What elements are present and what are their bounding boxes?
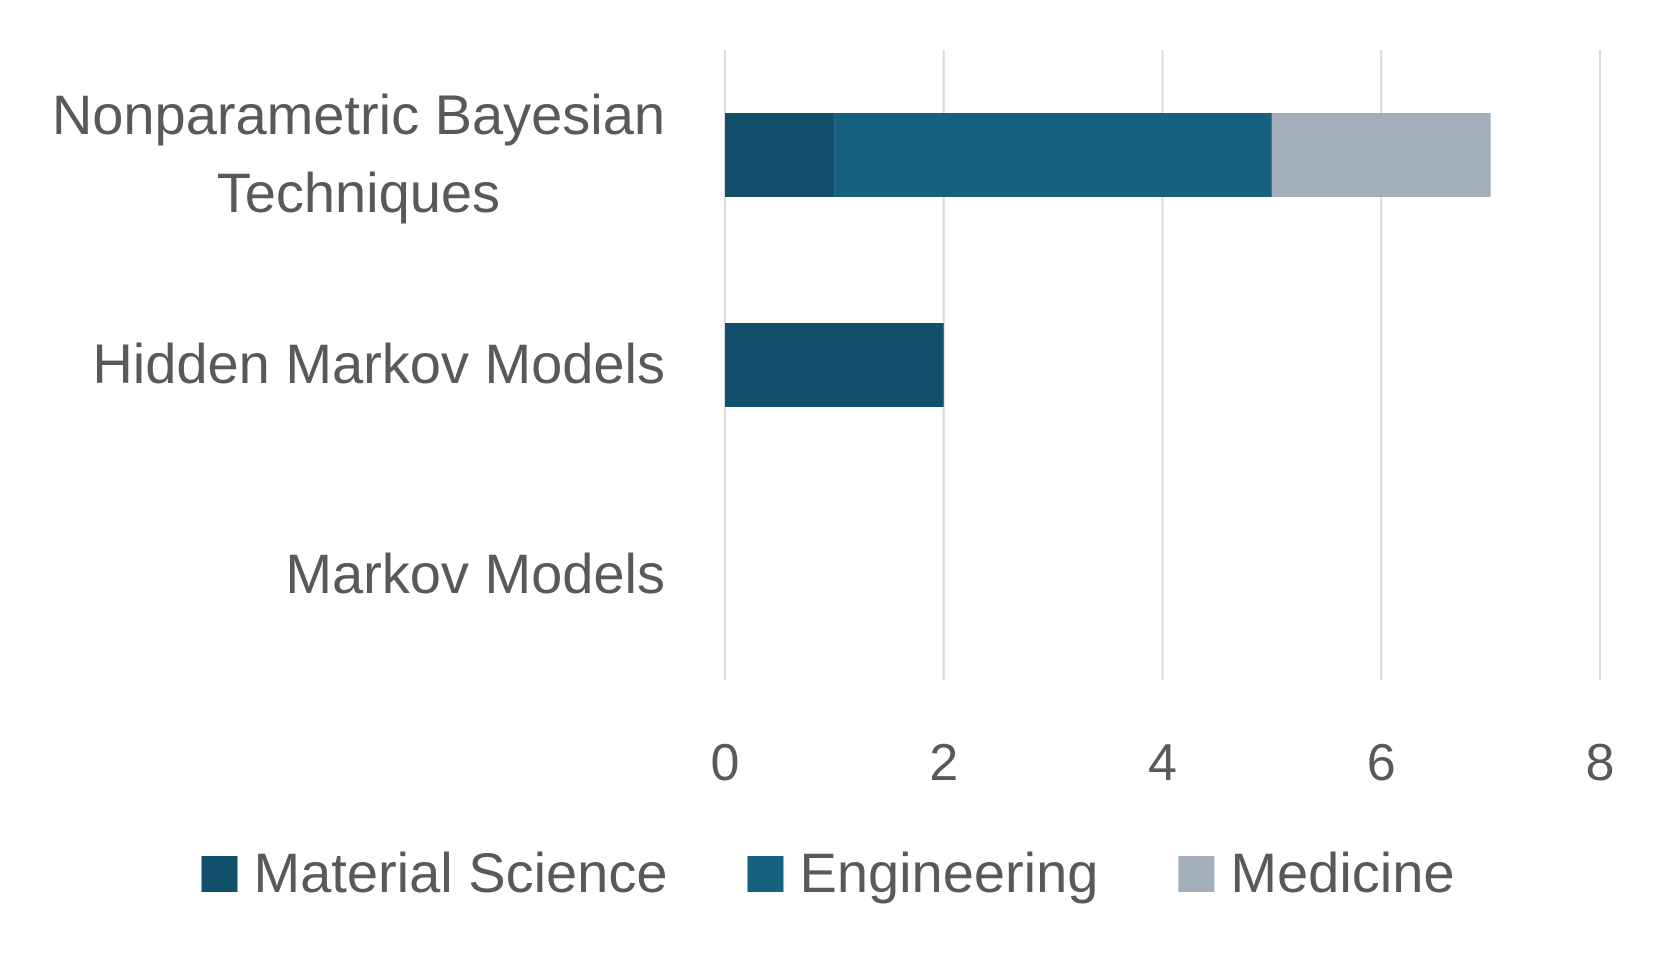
x-tick-label: 2 xyxy=(929,734,958,792)
bars xyxy=(725,113,1491,407)
bar-segment xyxy=(725,323,944,407)
legend-item: Engineering xyxy=(747,841,1098,904)
legend-item: Material Science xyxy=(201,841,668,904)
x-tick-label: 8 xyxy=(1586,734,1615,792)
x-tick-label: 6 xyxy=(1367,734,1396,792)
legend: Material Science Engineering Medicine xyxy=(201,841,1454,904)
legend-item: Medicine xyxy=(1178,841,1454,904)
x-tick-label: 4 xyxy=(1148,734,1177,792)
legend-swatch xyxy=(1178,856,1215,892)
legend-label: Engineering xyxy=(799,841,1098,904)
bar-segment xyxy=(725,113,835,197)
category-label: Nonparametric Bayesian Techniques xyxy=(52,83,665,224)
legend-swatch xyxy=(747,856,784,892)
bar-segment xyxy=(834,113,1272,197)
category-labels: Nonparametric Bayesian Techniques Hidden M… xyxy=(52,83,665,605)
bar-segment xyxy=(1271,113,1491,197)
category-label: Hidden Markov Models xyxy=(92,332,665,395)
category-label: Markov Models xyxy=(285,542,665,605)
legend-swatch xyxy=(201,856,238,892)
x-tick-label: 0 xyxy=(711,734,740,792)
legend-label: Medicine xyxy=(1230,841,1454,904)
legend-label: Material Science xyxy=(254,841,668,904)
x-tick-labels: 0 2 4 6 8 xyxy=(711,734,1615,792)
